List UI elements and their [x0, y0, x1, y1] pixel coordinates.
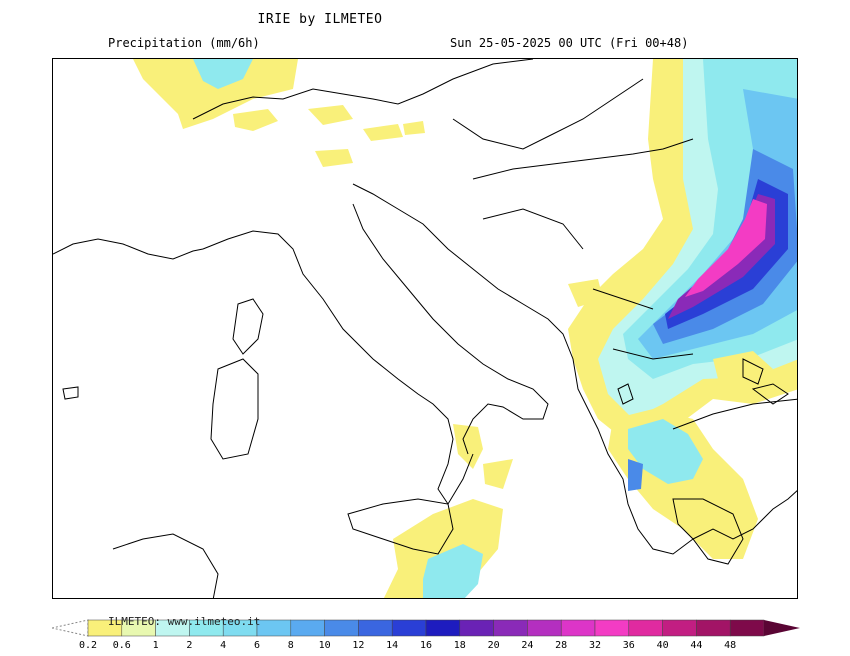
precip-alps-yellow	[133, 59, 298, 129]
precip-ionian-cyan	[423, 544, 483, 598]
central-borders	[452, 78, 644, 150]
map-canvas	[53, 59, 797, 598]
alps-border	[192, 59, 534, 120]
colorbar-label: 44	[690, 640, 703, 651]
colorbar-label: 28	[555, 640, 568, 651]
small-islands	[62, 383, 634, 405]
french-coast	[53, 238, 204, 260]
colorbar-label: 4	[220, 640, 227, 651]
aegean-islands	[751, 383, 789, 405]
colorbar-label: 32	[588, 640, 602, 651]
sicily	[347, 498, 454, 555]
sardinia	[210, 358, 259, 460]
precip-alps-yellow-2	[233, 109, 278, 131]
forecast-time-label: Sun 25-05-2025 00 UTC (Fri 00+48)	[450, 36, 689, 50]
precip-greece-blue	[628, 459, 643, 491]
precipitation-map	[52, 58, 798, 599]
colorbar-label: 1	[152, 640, 159, 651]
precip-alps-yellow-6	[403, 121, 425, 135]
precipitation-fields	[133, 59, 797, 598]
colorbar-left-arrow	[52, 619, 89, 637]
colorbar-cell	[290, 619, 325, 637]
colorbar-label: 2	[186, 640, 193, 651]
colorbar-label: 12	[352, 640, 365, 651]
precip-greece-cyan	[628, 419, 703, 484]
colorbar-cell	[493, 619, 528, 637]
colorbar-cell	[662, 619, 697, 637]
colorbar-label: 18	[453, 640, 466, 651]
colorbar-cell	[459, 619, 494, 637]
colorbar-label: 36	[622, 640, 635, 651]
colorbar-right-arrow	[764, 620, 800, 636]
precip-alps-yellow-3	[308, 105, 353, 125]
colorbar-cell	[358, 619, 393, 637]
colorbar-label: 20	[487, 640, 500, 651]
greece-east-coast	[692, 490, 797, 540]
watermark: ILMETEO: www.ilmeteo.it	[108, 615, 261, 628]
colorbar-cells	[52, 619, 800, 637]
colorbar-label: 6	[253, 640, 261, 651]
tunisia-coast	[112, 533, 219, 598]
colorbar-label: 10	[318, 640, 331, 651]
colorbar-cell	[628, 619, 663, 637]
colorbar-cell	[391, 619, 427, 637]
colorbar-cell	[324, 619, 359, 637]
precip-montenegro-yellow	[568, 279, 603, 307]
colorbar-cell	[696, 619, 731, 637]
colorbar-label: 16	[419, 640, 433, 651]
precip-alps-yellow-4	[315, 149, 353, 167]
colorbar-label: 14	[386, 640, 399, 651]
colorbar-label: 0.6	[112, 640, 131, 651]
chalkidiki	[742, 358, 764, 385]
colorbar-label: 8	[287, 640, 294, 651]
colorbar-cell	[425, 619, 461, 637]
colorbar	[52, 619, 800, 637]
coastlines	[53, 59, 797, 598]
precip-calabria-yellow	[453, 424, 483, 469]
precip-ionian-yellow-2	[483, 459, 513, 489]
italy-east-coast	[352, 203, 549, 455]
variable-label: Precipitation (mm/6h)	[108, 36, 260, 50]
colorbar-label: 24	[521, 640, 534, 651]
colorbar-label: 48	[724, 640, 737, 651]
precip-alps-cyan	[193, 59, 253, 89]
colorbar-cell	[560, 619, 596, 637]
precip-alps-yellow-5	[363, 124, 403, 141]
corsica	[232, 298, 264, 355]
colorbar-label: 0.2	[78, 640, 98, 651]
colorbar-label: 40	[656, 640, 669, 651]
italy-west-coast	[202, 230, 474, 505]
balkan-coast	[352, 183, 694, 555]
colorbar-cell	[594, 619, 630, 637]
map-title: IRIE by ILMETEO	[257, 12, 383, 27]
peloponnese	[672, 498, 744, 565]
precip-balkans-magenta	[685, 199, 767, 297]
colorbar-cell	[527, 619, 562, 637]
colorbar-cell	[729, 619, 765, 637]
balkan-borders	[472, 138, 797, 430]
colorbar-cell	[256, 619, 292, 637]
